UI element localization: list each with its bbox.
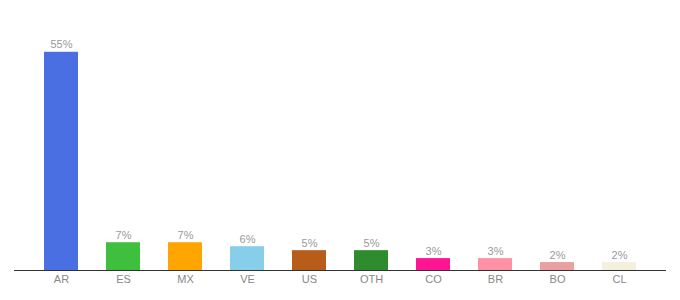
svg-text:5%: 5% xyxy=(364,237,380,249)
svg-text:5%: 5% xyxy=(302,237,318,249)
svg-text:US: US xyxy=(302,273,317,285)
svg-text:7%: 7% xyxy=(116,229,132,241)
svg-text:CO: CO xyxy=(425,273,442,285)
svg-text:MX: MX xyxy=(177,273,194,285)
svg-text:3%: 3% xyxy=(426,245,442,257)
svg-text:7%: 7% xyxy=(178,229,194,241)
svg-text:BO: BO xyxy=(550,273,566,285)
svg-text:2%: 2% xyxy=(550,249,566,261)
svg-text:CL: CL xyxy=(612,273,626,285)
svg-text:VE: VE xyxy=(240,273,255,285)
svg-text:ES: ES xyxy=(116,273,131,285)
svg-text:BR: BR xyxy=(488,273,503,285)
svg-text:3%: 3% xyxy=(488,245,504,257)
svg-text:AR: AR xyxy=(54,273,69,285)
svg-text:6%: 6% xyxy=(240,233,256,245)
svg-text:55%: 55% xyxy=(50,38,72,50)
svg-text:2%: 2% xyxy=(612,249,628,261)
svg-text:OTH: OTH xyxy=(360,273,383,285)
